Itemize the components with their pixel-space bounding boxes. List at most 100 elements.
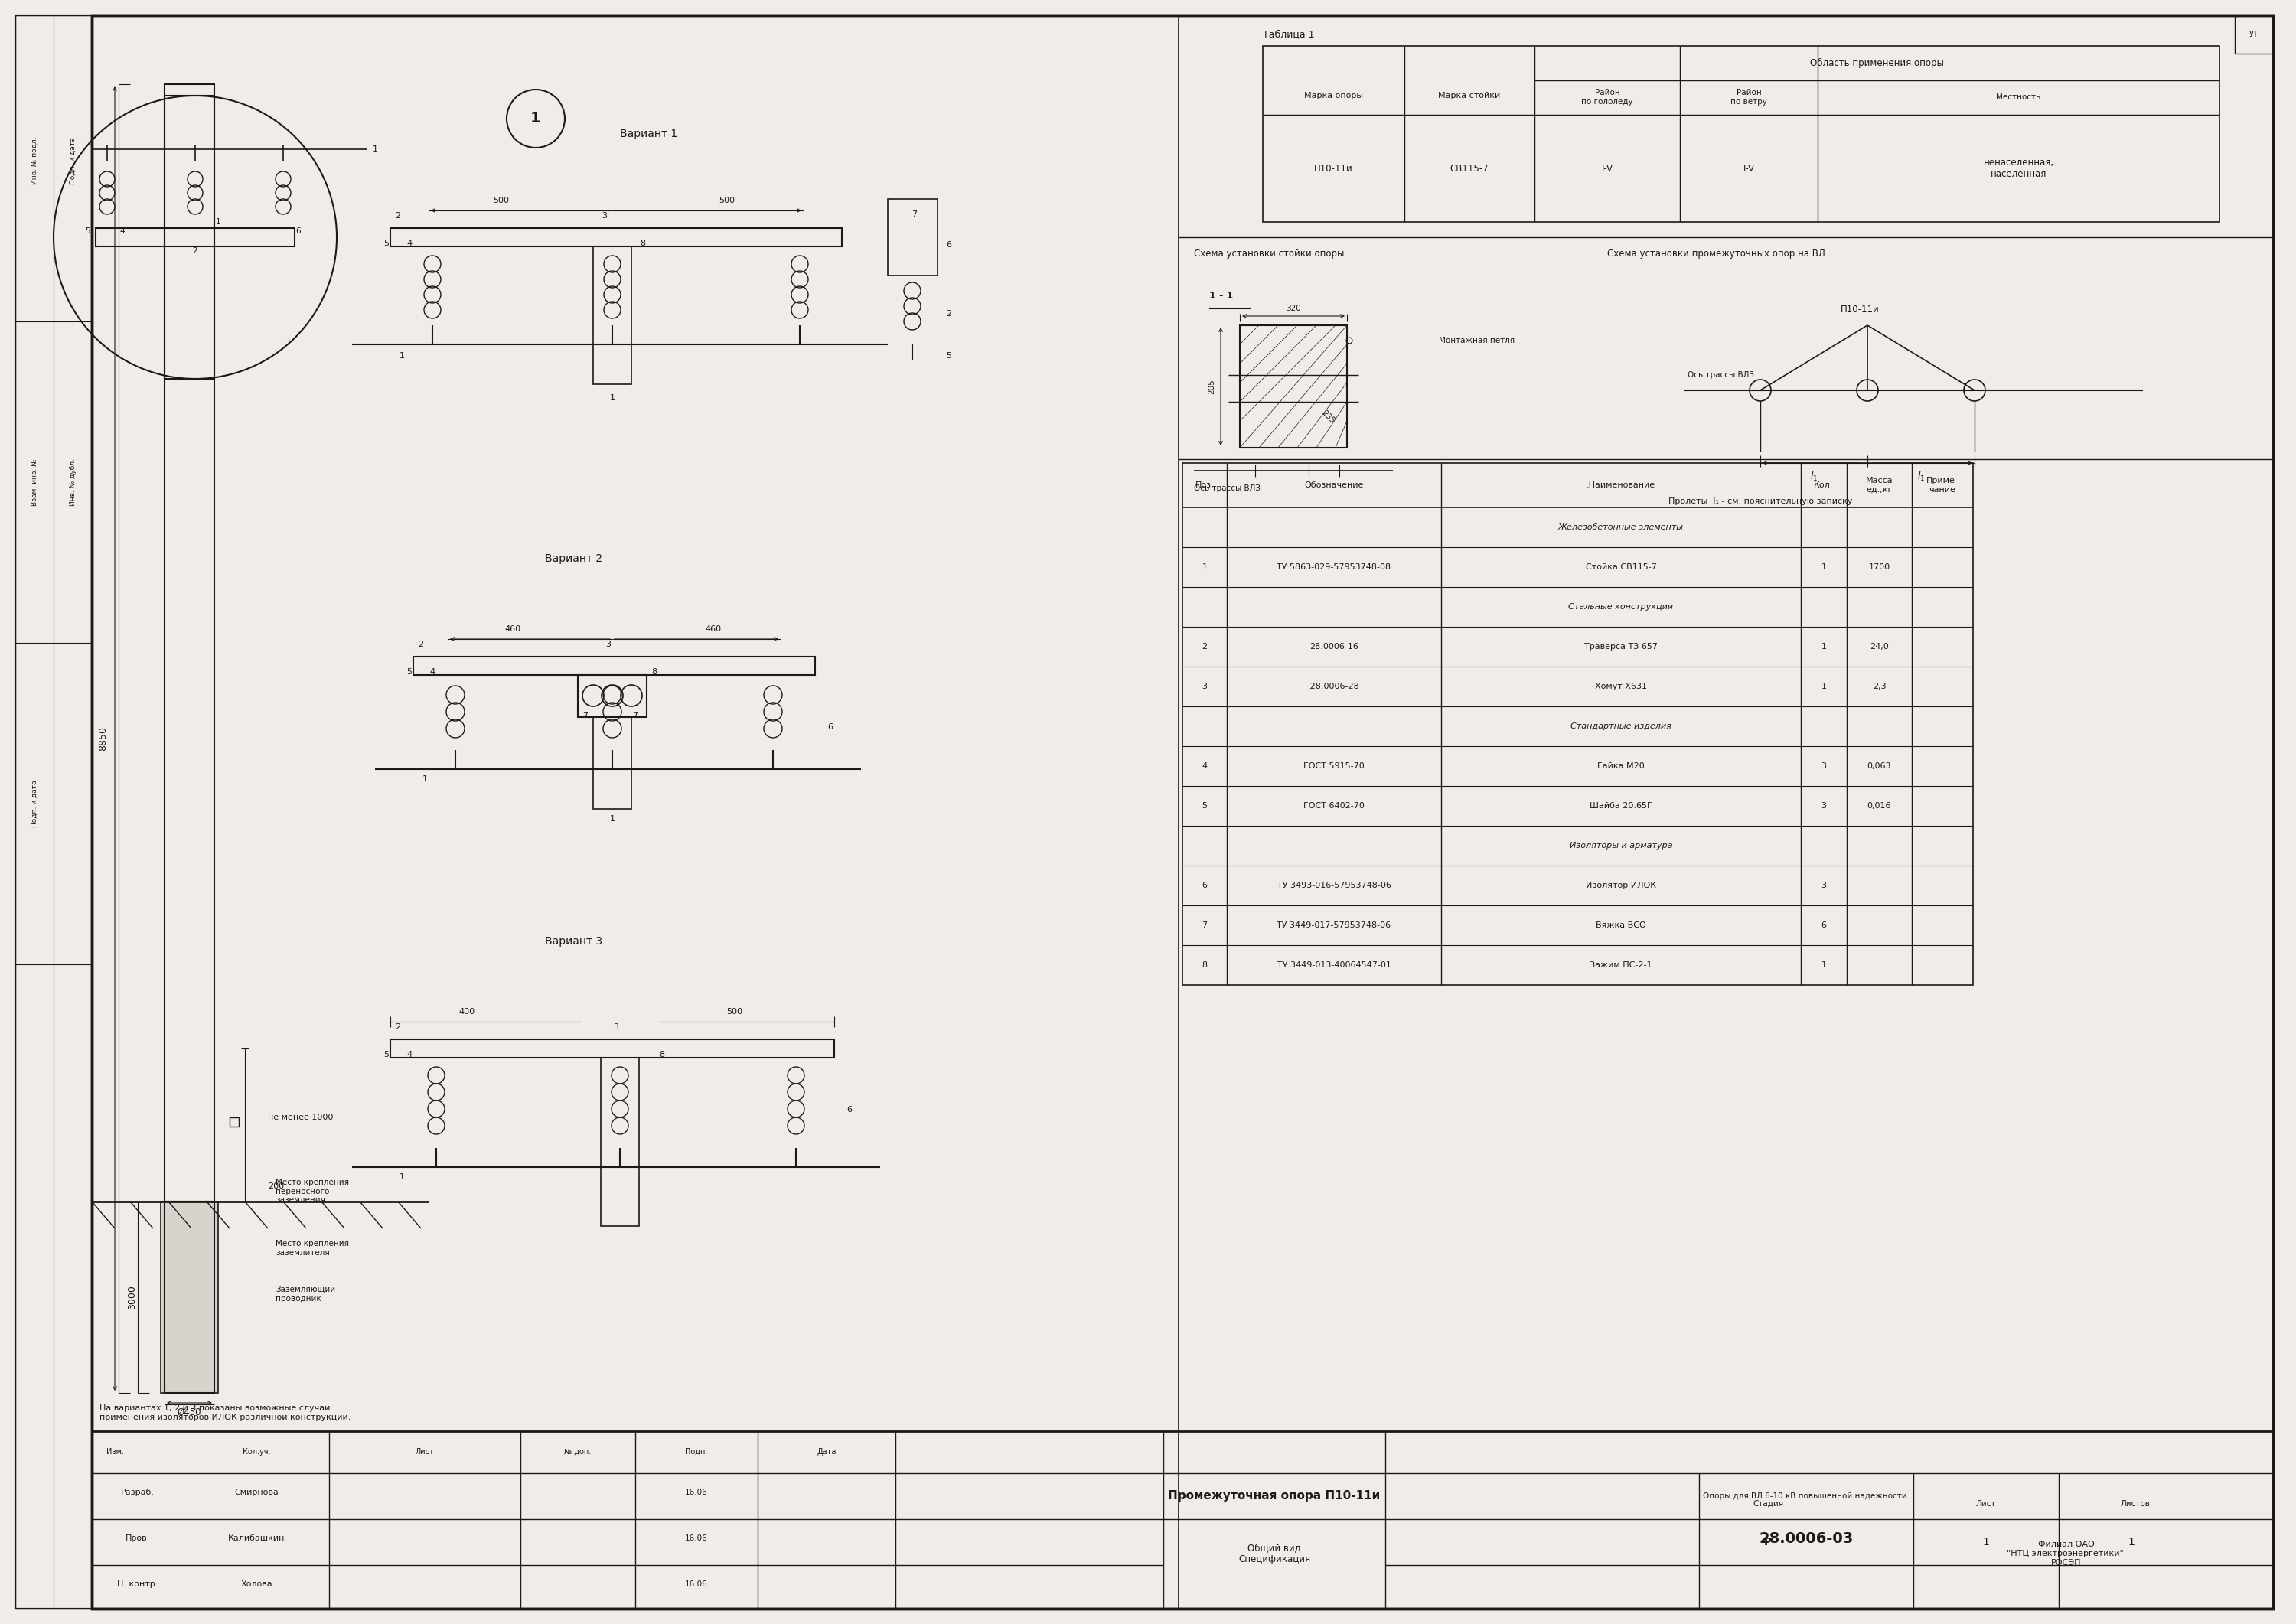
Text: 3: 3 bbox=[1203, 682, 1208, 690]
Text: ТУ 3449-017-57953748-06: ТУ 3449-017-57953748-06 bbox=[1277, 921, 1391, 929]
Text: УТ: УТ bbox=[2250, 31, 2259, 39]
Text: Стадия: Стадия bbox=[1752, 1501, 1784, 1507]
Text: 1: 1 bbox=[422, 775, 427, 783]
Text: Марка опоры: Марка опоры bbox=[1304, 93, 1364, 99]
Text: Подп. и дата: Подп. и дата bbox=[69, 136, 76, 184]
Text: Кол.: Кол. bbox=[1814, 481, 1835, 489]
Text: На вариантах 1, 2 и 3 показаны возможные случаи
применения изоляторов ИЛОК разли: На вариантах 1, 2 и 3 показаны возможные… bbox=[99, 1405, 351, 1421]
Text: 3: 3 bbox=[1821, 882, 1828, 890]
Text: ГОСТ 5915-70: ГОСТ 5915-70 bbox=[1304, 762, 1364, 770]
Text: 4: 4 bbox=[1201, 762, 1208, 770]
Text: 5: 5 bbox=[1203, 802, 1208, 810]
Bar bbox=[92, 1431, 2273, 1609]
Text: 6: 6 bbox=[1203, 882, 1208, 890]
Text: 4: 4 bbox=[119, 227, 124, 235]
Text: 5: 5 bbox=[946, 352, 951, 359]
Text: Траверса ТЗ 657: Траверса ТЗ 657 bbox=[1584, 643, 1658, 651]
Text: Пролеты  l₁ - см. пояснительную записку: Пролеты l₁ - см. пояснительную записку bbox=[1669, 497, 1853, 505]
Text: 5: 5 bbox=[406, 667, 413, 676]
Text: 2: 2 bbox=[395, 213, 402, 219]
Text: Стандартные изделия: Стандартные изделия bbox=[1570, 723, 1671, 731]
Text: Холова: Холова bbox=[241, 1580, 273, 1588]
Text: 7: 7 bbox=[1201, 921, 1208, 929]
Text: Лист: Лист bbox=[1977, 1501, 1995, 1507]
Text: 2: 2 bbox=[418, 640, 425, 648]
Text: Подп.: Подп. bbox=[684, 1449, 707, 1455]
Text: П10-11и: П10-11и bbox=[1841, 305, 1878, 315]
Text: 460: 460 bbox=[705, 625, 721, 633]
Text: Филиал ОАО
"НТЦ электроэнергетики"-
РОСЭП: Филиал ОАО "НТЦ электроэнергетики"- РОСЭ… bbox=[2007, 1541, 2126, 1566]
Bar bbox=[889, 200, 937, 276]
Text: Дата: Дата bbox=[817, 1449, 836, 1455]
Bar bbox=[1263, 45, 2220, 222]
Text: 460: 460 bbox=[505, 625, 521, 633]
Text: Шайба 20.65Г: Шайба 20.65Г bbox=[1589, 802, 1653, 810]
Text: Ось трассы ВЛЗ: Ось трассы ВЛЗ bbox=[1688, 372, 1754, 378]
Text: 5: 5 bbox=[383, 1051, 388, 1059]
Text: Ø450: Ø450 bbox=[177, 1406, 202, 1418]
Text: 2: 2 bbox=[1201, 643, 1208, 651]
Text: Изм.: Изм. bbox=[106, 1449, 124, 1455]
Text: 3: 3 bbox=[613, 1023, 620, 1031]
Text: 1: 1 bbox=[1821, 564, 1828, 572]
Text: 6: 6 bbox=[847, 1106, 852, 1114]
Text: 8: 8 bbox=[1201, 961, 1208, 970]
Text: СВ115-7: СВ115-7 bbox=[1451, 164, 1488, 174]
Text: Стальные конструкции: Стальные конструкции bbox=[1568, 603, 1674, 611]
Text: 1: 1 bbox=[1821, 682, 1828, 690]
Text: 500: 500 bbox=[719, 197, 735, 205]
Text: Вариант 3: Вариант 3 bbox=[544, 935, 604, 947]
Text: Масса
ед.,кг: Масса ед.,кг bbox=[1867, 477, 1892, 494]
Text: 4: 4 bbox=[406, 240, 413, 247]
Text: 0,016: 0,016 bbox=[1867, 802, 1892, 810]
Text: Опоры для ВЛ 6-10 кВ повышенной надежности.: Опоры для ВЛ 6-10 кВ повышенной надежнос… bbox=[1704, 1492, 1910, 1501]
Text: Зажим ПС-2-1: Зажим ПС-2-1 bbox=[1589, 961, 1653, 970]
Text: П10-11и: П10-11и bbox=[1313, 164, 1352, 174]
Text: 5: 5 bbox=[383, 240, 388, 247]
Text: 4: 4 bbox=[429, 667, 436, 676]
Bar bbox=[161, 1202, 218, 1393]
Text: $l_1$: $l_1$ bbox=[1809, 471, 1818, 482]
Text: 1: 1 bbox=[1821, 961, 1828, 970]
Text: Изоляторы и арматура: Изоляторы и арматура bbox=[1570, 841, 1671, 849]
Text: Кол.уч.: Кол.уч. bbox=[243, 1449, 271, 1455]
Text: 1: 1 bbox=[611, 815, 615, 823]
Text: 235: 235 bbox=[1320, 409, 1336, 425]
Text: Взам. инв. №: Взам. инв. № bbox=[32, 458, 37, 505]
Text: 320: 320 bbox=[1286, 305, 1302, 312]
Text: Р: Р bbox=[1763, 1536, 1773, 1548]
Bar bbox=[16, 15, 92, 1609]
Text: 500: 500 bbox=[726, 1009, 744, 1015]
Text: Место крепления
заземлителя: Место крепления заземлителя bbox=[276, 1239, 349, 1257]
Text: Инв. № дубл.: Инв. № дубл. bbox=[69, 458, 76, 505]
Text: 2: 2 bbox=[193, 247, 197, 255]
Text: 3: 3 bbox=[606, 640, 611, 648]
Text: 4: 4 bbox=[406, 1051, 413, 1059]
Bar bbox=[165, 1202, 214, 1393]
Text: Смирнова: Смирнова bbox=[234, 1489, 278, 1496]
Bar bbox=[579, 676, 647, 718]
Text: 1 - 1: 1 - 1 bbox=[1210, 291, 1233, 300]
Bar bbox=[165, 84, 214, 1202]
Text: № доп.: № доп. bbox=[565, 1449, 592, 1455]
Text: 7: 7 bbox=[583, 711, 588, 719]
Text: 7: 7 bbox=[912, 211, 918, 218]
Text: 6: 6 bbox=[296, 227, 301, 235]
Text: $l_1$: $l_1$ bbox=[1917, 471, 1924, 482]
Text: Промежуточная опора П10-11и: Промежуточная опора П10-11и bbox=[1169, 1491, 1380, 1502]
Text: Гайка М20: Гайка М20 bbox=[1598, 762, 1644, 770]
Text: Пров.: Пров. bbox=[126, 1535, 149, 1543]
Text: Вяжка ВСО: Вяжка ВСО bbox=[1596, 921, 1646, 929]
Text: ТУ 3493-016-57953748-06: ТУ 3493-016-57953748-06 bbox=[1277, 882, 1391, 890]
Text: Вариант 1: Вариант 1 bbox=[620, 128, 677, 140]
Text: 6: 6 bbox=[827, 723, 833, 731]
Bar bbox=[1240, 325, 1348, 448]
Text: 3: 3 bbox=[1821, 802, 1828, 810]
Text: 24,0: 24,0 bbox=[1869, 643, 1890, 651]
Text: 7: 7 bbox=[631, 711, 638, 719]
Text: .Наименование: .Наименование bbox=[1587, 481, 1655, 489]
Text: Железобетонные элементы: Железобетонные элементы bbox=[1559, 523, 1683, 531]
Text: Хомут Х631: Хомут Х631 bbox=[1596, 682, 1646, 690]
Bar bbox=[2234, 15, 2273, 54]
Text: 5: 5 bbox=[85, 227, 90, 235]
